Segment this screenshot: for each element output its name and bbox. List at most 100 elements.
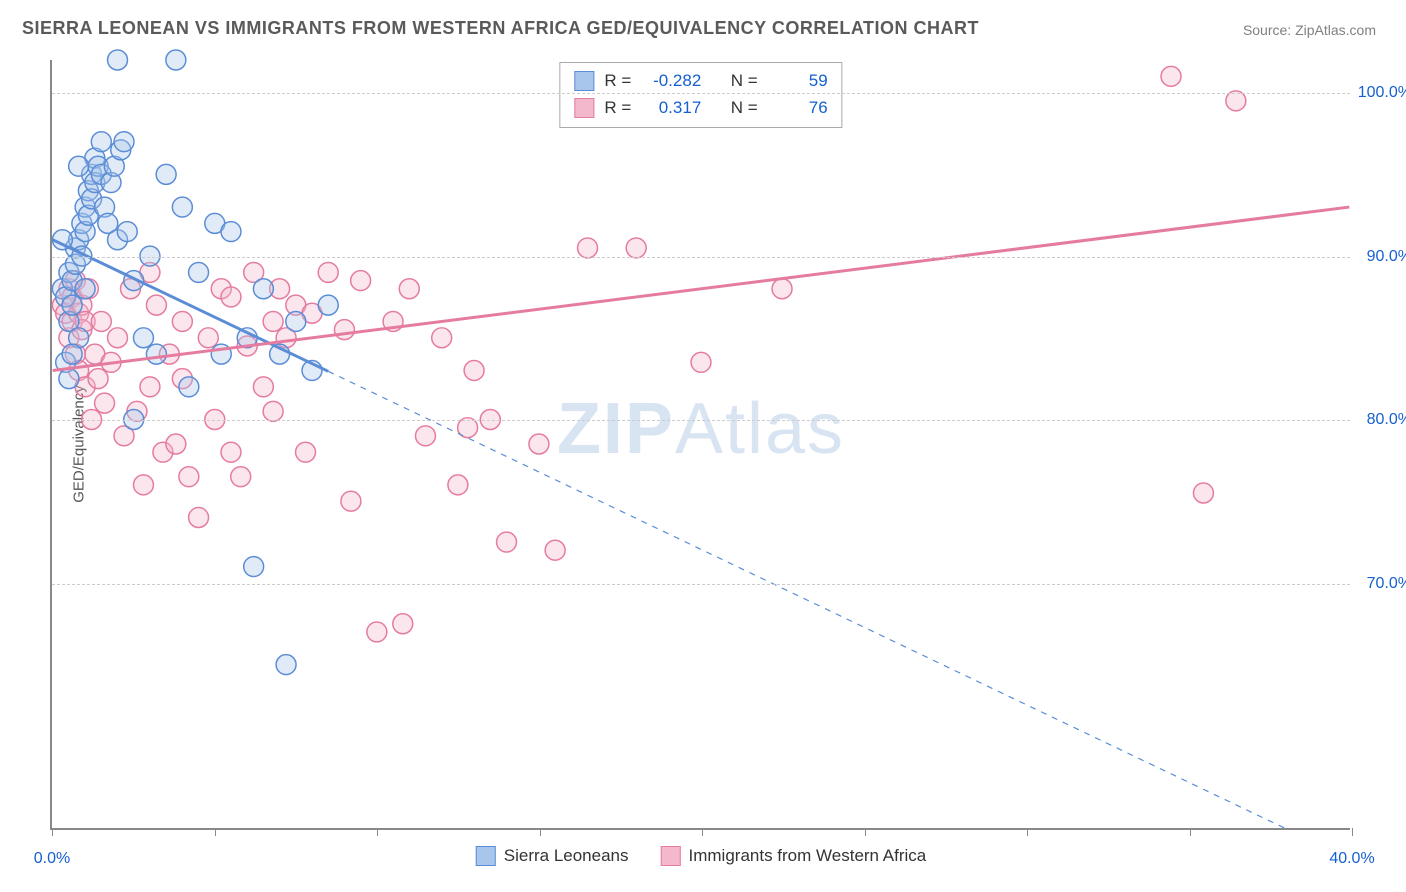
scatter-point [448, 475, 468, 495]
x-tick [540, 828, 541, 836]
n-label: N = [731, 94, 758, 121]
scatter-point [179, 467, 199, 487]
stats-legend-box: R = -0.282 N = 59 R = 0.317 N = 76 [559, 62, 842, 128]
x-tick [865, 828, 866, 836]
y-tick-label: 70.0% [1367, 575, 1406, 593]
x-tick [377, 828, 378, 836]
scatter-point [263, 311, 283, 331]
scatter-point [334, 320, 354, 340]
scatter-point [133, 475, 153, 495]
scatter-point [221, 222, 241, 242]
scatter-point [108, 328, 128, 348]
chart-title: SIERRA LEONEAN VS IMMIGRANTS FROM WESTER… [22, 18, 979, 39]
r-label: R = [604, 94, 631, 121]
x-tick [702, 828, 703, 836]
scatter-point [263, 401, 283, 421]
legend-item-2: Immigrants from Western Africa [661, 846, 927, 866]
n-label: N = [731, 67, 758, 94]
scatter-point [62, 344, 82, 364]
scatter-point [156, 164, 176, 184]
scatter-point [198, 328, 218, 348]
scatter-point [318, 262, 338, 282]
scatter-point [286, 311, 306, 331]
scatter-point [318, 295, 338, 315]
r-value-1: -0.282 [641, 67, 701, 94]
scatter-point [88, 369, 108, 389]
y-tick-label: 100.0% [1358, 84, 1406, 102]
scatter-point [172, 311, 192, 331]
legend-label-1: Sierra Leoneans [504, 846, 629, 866]
legend-swatch-1 [476, 846, 496, 866]
regression-line-dashed [328, 371, 1284, 828]
scatter-point [117, 222, 137, 242]
source-attribution: Source: ZipAtlas.com [1243, 22, 1376, 38]
scatter-point [146, 295, 166, 315]
scatter-point [415, 426, 435, 446]
scatter-point [351, 271, 371, 291]
scatter-point [367, 622, 387, 642]
x-tick [1190, 828, 1191, 836]
scatter-point [1226, 91, 1246, 111]
scatter-point [62, 295, 82, 315]
scatter-point [253, 279, 273, 299]
scatter-point [75, 279, 95, 299]
r-label: R = [604, 67, 631, 94]
r-value-2: 0.317 [641, 94, 701, 121]
x-tick [215, 828, 216, 836]
scatter-point [91, 132, 111, 152]
scatter-point [529, 434, 549, 454]
gridline [52, 584, 1350, 585]
scatter-point [221, 442, 241, 462]
scatter-point [189, 262, 209, 282]
x-tick [1027, 828, 1028, 836]
scatter-point [464, 360, 484, 380]
gridline [52, 420, 1350, 421]
scatter-point [545, 540, 565, 560]
gridline [52, 93, 1350, 94]
n-value-2: 76 [768, 94, 828, 121]
scatter-point [133, 328, 153, 348]
regression-line-solid [53, 207, 1350, 370]
scatter-point [189, 508, 209, 528]
scatter-point [179, 377, 199, 397]
y-tick-label: 90.0% [1367, 248, 1406, 266]
scatter-point [95, 393, 115, 413]
scatter-point [341, 491, 361, 511]
gridline [52, 257, 1350, 258]
scatter-point [626, 238, 646, 258]
scatter-point [497, 532, 517, 552]
scatter-point [59, 369, 79, 389]
scatter-point [114, 132, 134, 152]
scatter-point [691, 352, 711, 372]
scatter-point [276, 655, 296, 675]
scatter-point [221, 287, 241, 307]
legend-item-1: Sierra Leoneans [476, 846, 629, 866]
legend-label-2: Immigrants from Western Africa [689, 846, 927, 866]
scatter-point [244, 557, 264, 577]
scatter-point [296, 442, 316, 462]
n-value-1: 59 [768, 67, 828, 94]
scatter-point [146, 344, 166, 364]
scatter-point [166, 50, 186, 70]
x-tick [1352, 828, 1353, 836]
x-tick-label: 40.0% [1329, 850, 1374, 868]
y-tick-label: 80.0% [1367, 411, 1406, 429]
x-tick [52, 828, 53, 836]
swatch-series-1 [574, 71, 594, 91]
bottom-legend: Sierra Leoneans Immigrants from Western … [476, 846, 927, 866]
swatch-series-2 [574, 98, 594, 118]
stats-row-2: R = 0.317 N = 76 [574, 94, 827, 121]
scatter-point [772, 279, 792, 299]
scatter-point [166, 434, 186, 454]
scatter-point [91, 311, 111, 331]
plot-svg [52, 60, 1350, 828]
scatter-point [393, 614, 413, 634]
scatter-point [399, 279, 419, 299]
scatter-point [172, 197, 192, 217]
scatter-point [1161, 66, 1181, 86]
scatter-point [432, 328, 452, 348]
legend-swatch-2 [661, 846, 681, 866]
scatter-point [1193, 483, 1213, 503]
scatter-point [140, 377, 160, 397]
scatter-point [108, 50, 128, 70]
